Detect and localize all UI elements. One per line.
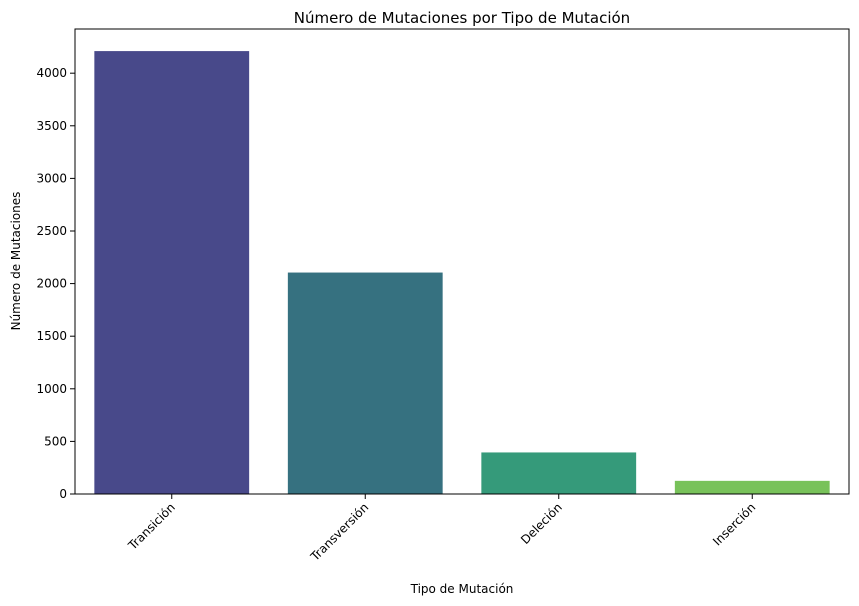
y-tick-label: 1000 (36, 382, 67, 396)
x-axis-label: Tipo de Mutación (410, 582, 514, 596)
plot-frame (74, 28, 850, 495)
y-tick-label: 1500 (36, 329, 67, 343)
y-tick-label: 500 (44, 434, 67, 448)
y-tick-label: 4000 (36, 66, 67, 80)
y-axis-label: Número de Mutaciones (9, 192, 23, 331)
y-axis: 0 500 1000 1500 2000 2500 3000 3500 4000 (36, 66, 75, 501)
bars-group (94, 51, 830, 494)
y-tick-label: 3000 (36, 171, 67, 185)
x-axis: Transición Transversión Deleción Inserción (125, 494, 758, 564)
bar-delecion (481, 452, 637, 494)
x-tick-label: Inserción (710, 500, 758, 548)
y-tick-label: 2500 (36, 224, 67, 238)
bar-transicion (94, 51, 250, 494)
y-tick-label: 0 (59, 487, 67, 501)
y-tick-label: 2000 (36, 277, 67, 291)
x-tick-label: Deleción (518, 500, 565, 547)
chart-title: Número de Mutaciones por Tipo de Mutació… (294, 9, 630, 27)
y-tick-label: 3500 (36, 119, 67, 133)
x-tick-label: Transversión (307, 500, 371, 564)
bar-insercion (674, 480, 830, 494)
bar-transversion (287, 272, 443, 494)
x-tick-label: Transición (125, 500, 178, 553)
